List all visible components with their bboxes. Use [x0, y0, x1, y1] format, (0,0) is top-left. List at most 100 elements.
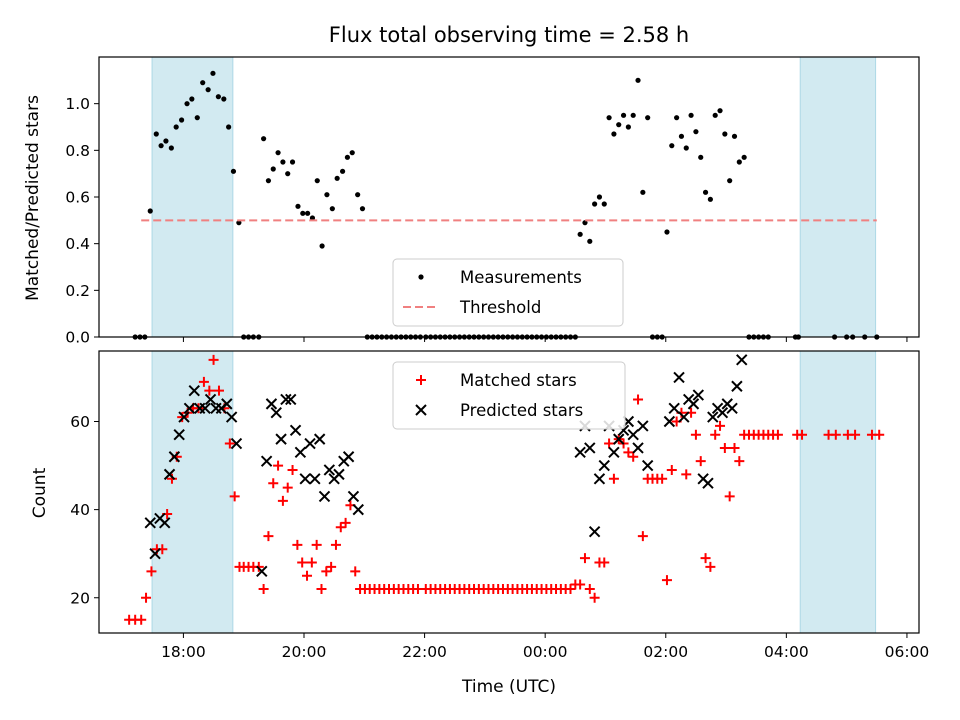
- measurement-point: [339, 168, 346, 174]
- predicted-star-point: [678, 411, 690, 423]
- matched-star-point: [589, 592, 600, 603]
- measurement-point: [210, 70, 216, 76]
- measurement-point: [295, 203, 301, 209]
- predicted-star-point: [663, 415, 676, 428]
- predicted-star-point: [323, 464, 336, 476]
- measurement-point: [173, 124, 179, 130]
- predicted-star-point: [225, 411, 238, 423]
- matched-star-point: [584, 583, 595, 594]
- measurement-point: [275, 150, 281, 156]
- matched-star-point: [340, 517, 351, 528]
- measurement-point: [184, 101, 190, 107]
- chart-title: Flux total observing time = 2.58 h: [329, 23, 689, 47]
- matched-star-point: [850, 429, 861, 440]
- legend-label: Threshold: [459, 298, 541, 317]
- y-tick-label: 0.8: [65, 142, 90, 160]
- matched-star-point: [292, 539, 303, 550]
- measurement-point: [664, 229, 670, 235]
- y-tick-label: 0.0: [65, 329, 90, 347]
- measurement-point: [215, 94, 221, 100]
- matched-star-point: [213, 385, 224, 396]
- predicted-star-point: [632, 442, 644, 454]
- legend-label: Measurements: [460, 268, 582, 287]
- measurement-point: [669, 143, 675, 149]
- legend-box: [392, 361, 626, 430]
- matched-star-point: [282, 482, 293, 493]
- matched-star-point: [297, 557, 308, 568]
- measurement-point: [168, 145, 174, 151]
- predicted-star-point: [593, 473, 606, 485]
- x-tick-label: 04:00: [764, 643, 809, 661]
- measurement-point: [355, 192, 361, 198]
- measurement-point: [698, 154, 704, 160]
- predicted-star-point: [613, 433, 625, 445]
- matched-star-point: [666, 464, 677, 475]
- bottom-y-axis-label: Count: [30, 467, 50, 518]
- predicted-star-point: [163, 468, 176, 481]
- predicted-star-point: [294, 446, 307, 459]
- matched-star-point: [335, 522, 346, 533]
- measurement-point: [305, 210, 311, 216]
- legend-label: Predicted stars: [460, 401, 583, 420]
- measurement-point: [736, 159, 742, 165]
- matched-star-point: [141, 592, 152, 603]
- observing-window-2: [799, 350, 877, 634]
- measurement-point: [727, 178, 733, 184]
- matched-star-point: [136, 614, 147, 625]
- matched-star-point: [326, 561, 337, 572]
- matched-star-point: [321, 566, 332, 577]
- predicted-star-point: [221, 398, 233, 410]
- legend-label: Matched stars: [460, 371, 577, 390]
- observing-window-1: [151, 56, 234, 338]
- matched-star-point: [229, 491, 240, 502]
- measurement-point: [359, 206, 366, 212]
- measurement-point: [611, 131, 617, 137]
- matched-star-point: [258, 583, 269, 594]
- matched-star-point: [690, 429, 701, 440]
- measurement-point: [630, 112, 636, 118]
- predicted-star-point: [687, 398, 700, 410]
- measurement-point: [741, 154, 747, 160]
- matched-star-point: [608, 473, 619, 484]
- predicted-star-point: [673, 371, 685, 384]
- measurement-point: [319, 243, 325, 249]
- predicted-star-point: [588, 525, 601, 538]
- legend-matched-key: [416, 375, 426, 385]
- predicted-star-point: [275, 433, 287, 445]
- x-tick-label: 22:00: [402, 643, 447, 661]
- matched-star-point: [710, 429, 721, 440]
- legend-box: [392, 258, 624, 327]
- measurement-point: [712, 112, 718, 118]
- measurement-point: [683, 145, 689, 151]
- predicted-star-point: [299, 473, 311, 485]
- measurement-point: [674, 115, 680, 121]
- predicted-star-point: [280, 393, 292, 406]
- measurement-point: [189, 96, 195, 102]
- matched-star-point: [273, 460, 284, 471]
- measurement-point: [587, 238, 593, 244]
- matched-star-point: [633, 394, 644, 405]
- measurement-point: [645, 115, 651, 121]
- measurement-point: [200, 80, 206, 86]
- measurement-point: [616, 122, 622, 128]
- predicted-star-point: [731, 380, 743, 392]
- x-tick-label: 02:00: [643, 643, 688, 661]
- measurement-point: [280, 159, 286, 165]
- measurement-point: [635, 77, 641, 83]
- matched-star-point: [623, 447, 634, 458]
- matched-star-point: [628, 451, 639, 462]
- measurement-point: [731, 133, 738, 139]
- x-tick-label: 00:00: [523, 643, 568, 661]
- measurement-point: [221, 96, 227, 102]
- measurement-point: [300, 210, 306, 216]
- predicted-star-point: [260, 455, 273, 467]
- matched-star-point: [306, 557, 317, 568]
- matched-star-point: [146, 566, 157, 577]
- matched-star-point: [637, 531, 648, 542]
- top-y-axis-label: Matched/Predicted stars: [23, 95, 43, 301]
- predicted-star-point: [574, 446, 586, 459]
- matched-star-point: [277, 495, 288, 506]
- predicted-star-point: [608, 446, 620, 459]
- predicted-star-point: [199, 402, 211, 414]
- x-tick-label: 06:00: [885, 643, 930, 661]
